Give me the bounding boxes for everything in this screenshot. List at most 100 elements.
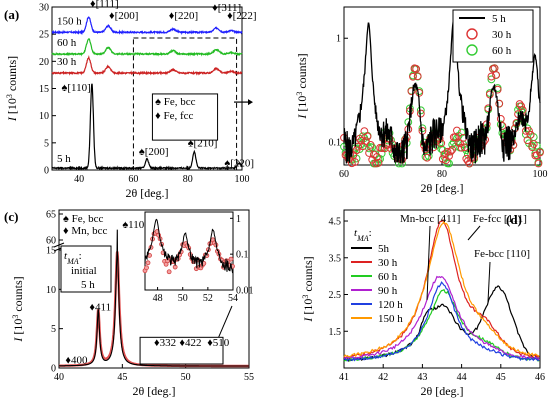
panel-c-note-box	[60, 245, 112, 293]
panel-c-x-label: 55	[244, 372, 254, 383]
panel-c-inset-point	[228, 256, 234, 262]
panel-b-point	[354, 142, 363, 151]
panel-b-point	[452, 126, 461, 135]
panel-c-zoom-box	[139, 336, 224, 365]
panel-c-zoom-arrow	[218, 305, 233, 338]
panel-a-arrow-head	[248, 99, 253, 106]
panel-b-point	[487, 72, 496, 81]
panel-d-y-label: 2.5	[329, 290, 342, 301]
panel-a-zoom-box	[132, 37, 238, 171]
panel-d-letter: (d)	[506, 212, 522, 227]
panel-a-ylabel: I [103 counts]	[5, 56, 20, 122]
panel-d-ylabel: I [103 counts]	[301, 256, 316, 322]
panel-d-series-line	[343, 220, 540, 358]
panel-d-legend-label: 5h	[378, 243, 390, 255]
panel-c-y-label: 65	[46, 210, 56, 221]
panel-a-x-label: 40	[74, 174, 84, 185]
panel-b-legend-label: 30 h	[492, 29, 512, 41]
panel-d-annotation-arrow	[467, 225, 481, 241]
panel-a-annotation: ♦[222]	[227, 10, 256, 22]
panel-b-point	[457, 128, 466, 137]
panel-c-annotation: ♦510	[207, 337, 230, 349]
panel-b-point	[536, 148, 544, 157]
panel-d-x-label: 45	[496, 372, 506, 383]
panel-b-point	[374, 158, 383, 167]
panel-c-x-label: 40	[54, 372, 64, 383]
panel-a-annotation: ♠[210]	[188, 138, 218, 150]
panel-a: 40 60 80 100 0 5 10 15 20 25 30 2θ [deg.] I [103 cou…	[4, 0, 257, 200]
panel-c-ylabel: I [103 counts]	[11, 276, 26, 342]
panel-b-point	[484, 104, 493, 113]
panel-d-series-line	[344, 275, 540, 361]
panel-a-series-line	[51, 38, 243, 57]
panel-c-legend-entry: ♦ Mn, bcc	[63, 225, 108, 237]
panel-b-point	[421, 152, 430, 161]
panel-a-legend: ♠ Fe, bcc ♦ Fe, fcc	[151, 93, 219, 141]
panel-b-point	[465, 159, 474, 168]
panel-a-legend-entry: ♦ Fe, fcc	[155, 110, 193, 122]
panel-b-point	[495, 99, 504, 108]
panel-b-point	[531, 149, 540, 158]
panel-c-inset-x-label: 50	[178, 293, 188, 304]
panel-d-xlabel: 2θ [deg.]	[420, 384, 463, 398]
panel-d-legend-label: 90 h	[378, 285, 398, 297]
panel-b-point	[366, 140, 375, 149]
panel-a-legend-box	[151, 93, 219, 141]
panel-a-y-label: 5	[44, 138, 49, 149]
panel-b-point	[448, 145, 457, 154]
panel-b-point	[424, 152, 433, 160]
panel-c-inset-y-label: 1	[236, 214, 241, 225]
panel-c-inset-point	[172, 264, 178, 270]
panel-b-point	[416, 106, 425, 115]
panel-c-y-label: 10	[46, 285, 56, 296]
panel-a-y-label: 10	[39, 111, 49, 122]
panel-b-point	[529, 140, 538, 148]
panel-b-point	[418, 124, 427, 133]
panel-c-axis-break	[53, 242, 65, 248]
panel-c-inset-point	[145, 260, 151, 266]
panel-c-y-label: 0	[51, 364, 56, 375]
panel-a-series-label: 30 h	[57, 56, 77, 68]
panel-a-annotation: ♠[110]	[62, 82, 91, 94]
panel-d-x-label: 44	[457, 372, 467, 383]
panel-c-inset: 48 50 52 540.01 0.1 1	[142, 211, 254, 304]
panel-c-x-label: 45	[117, 372, 127, 383]
panel-d-annotation-arrow	[426, 225, 431, 301]
panel-a-annotation: ♦[111]	[90, 0, 119, 10]
panel-a-legend-entry: ♠ Fe, bcc	[155, 96, 195, 108]
panel-c-annotation: ♦422	[179, 337, 201, 349]
panel-b-point	[407, 87, 416, 96]
panel-b-point	[515, 100, 524, 108]
panel-b-legend-label: 60 h	[492, 45, 512, 57]
panel-a-series-line	[51, 83, 243, 171]
panel-b-x-label: 100	[533, 169, 548, 180]
panel-c-series-line	[59, 229, 249, 367]
panel-d-legend-title: tMA:	[354, 227, 372, 243]
panel-b-point	[423, 153, 432, 162]
panel-a-series-line	[51, 16, 243, 36]
panel-c-legend-entry: ♠ Fe, bcc	[63, 213, 103, 225]
panel-c-inset-point	[166, 269, 172, 275]
panel-b-point	[492, 71, 500, 79]
panel-b-point	[526, 130, 535, 139]
panel-d-y-label: 3.5	[329, 253, 342, 264]
panel-b-point	[487, 75, 496, 84]
panel-d-legend-label: 60 h	[378, 271, 398, 283]
panel-b-point	[362, 137, 370, 145]
panel-d-legend-label: 150 h	[378, 313, 403, 325]
panel-d-y-label: 1.5	[329, 327, 342, 338]
panel-a-y-label: 15	[39, 84, 49, 95]
panel-b-xlabel: 2θ [deg.]	[420, 181, 463, 195]
panel-a-xlabel: 2θ [deg.]	[125, 186, 168, 200]
panel-b-point	[412, 65, 421, 73]
panel-a-series-label: 150 h	[57, 15, 82, 27]
panel-a-y-label: 20	[39, 57, 49, 68]
panel-d-x-label: 41	[339, 372, 349, 383]
panel-c-inset-x-label: 48	[153, 293, 163, 304]
panel-b-point	[413, 72, 422, 81]
panel-c-note: tMA:initial 5 h	[60, 245, 112, 293]
panel-b-point	[365, 149, 373, 157]
panel-a-y-label: 30	[39, 3, 49, 14]
panel-d-annotation: Mn-bcc [411]	[400, 213, 460, 225]
